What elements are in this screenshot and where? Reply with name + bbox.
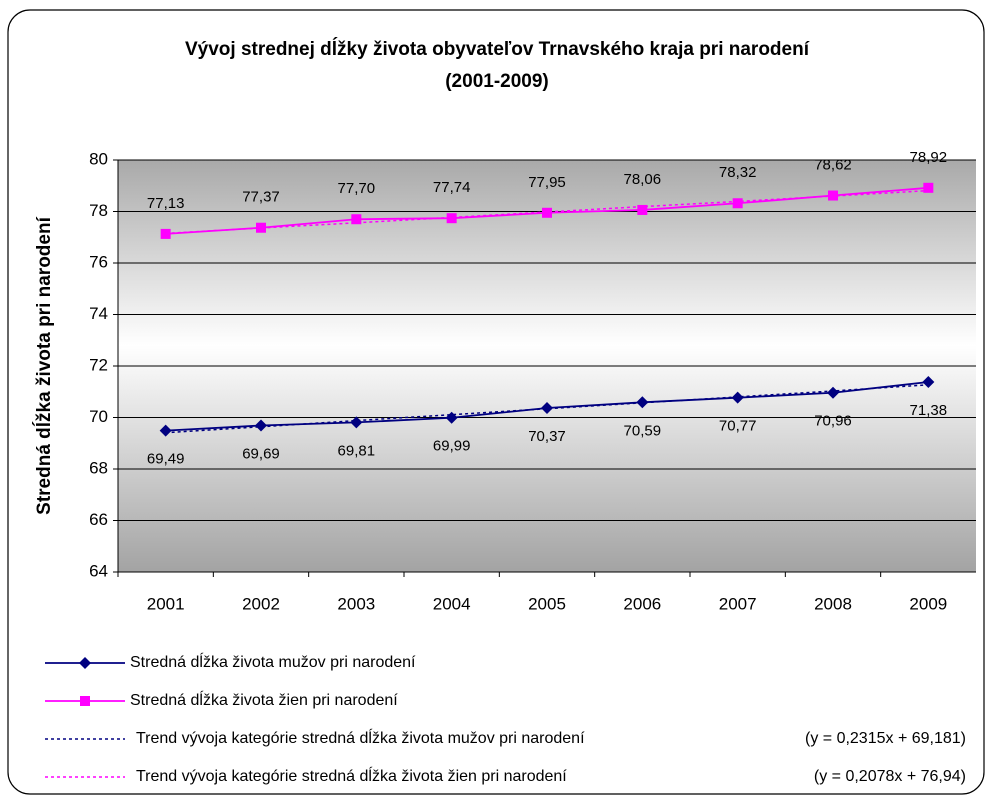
data-label: 77,74 [433, 179, 471, 196]
x-tick-label: 2008 [814, 594, 852, 613]
data-label: 69,49 [147, 451, 185, 468]
legend-label: Stredná dĺžka života mužov pri narodení [130, 652, 416, 671]
y-tick-label: 74 [89, 304, 108, 323]
marker [922, 375, 935, 388]
data-label: 70,96 [814, 413, 852, 430]
data-label: 69,99 [433, 438, 471, 455]
marker [732, 198, 743, 209]
x-tick-label: 2007 [719, 594, 757, 613]
data-label: 78,62 [814, 157, 852, 174]
marker [79, 657, 91, 669]
legend-label: Stredná dĺžka života žien pri narodení [130, 690, 398, 709]
marker [255, 419, 267, 432]
marker [542, 207, 552, 218]
y-tick-label: 76 [89, 252, 108, 271]
marker [445, 411, 458, 424]
data-label: 78,06 [624, 171, 662, 188]
data-label: 78,92 [910, 149, 948, 166]
marker [80, 696, 90, 706]
marker [636, 396, 649, 409]
x-tick-label: 2001 [147, 594, 185, 613]
y-tick-label: 70 [89, 407, 108, 426]
legend-equation: (y = 0,2078x + 76,94) [814, 768, 966, 785]
marker [160, 228, 171, 239]
marker [351, 214, 362, 225]
y-tick-label: 80 [89, 149, 108, 168]
marker [541, 401, 553, 414]
marker [446, 213, 457, 224]
marker [923, 182, 934, 193]
legend-label: Trend vývoja kategórie stredná dĺžka živ… [136, 766, 567, 785]
x-tick-label: 2003 [337, 594, 375, 613]
data-label: 70,59 [624, 422, 662, 439]
y-tick-label: 64 [89, 561, 108, 580]
legend-label: Trend vývoja kategórie stredná dĺžka živ… [136, 728, 585, 747]
marker [256, 222, 266, 233]
chart-subtitle: (2001-2009) [445, 71, 549, 92]
chart-title: Vývoj strednej dĺžky života obyvateľov T… [185, 38, 810, 60]
data-label: 71,38 [910, 402, 948, 419]
data-label: 69,69 [242, 445, 280, 462]
legend-equation: (y = 0,2315x + 69,181) [805, 730, 966, 747]
data-label: 69,81 [338, 442, 376, 459]
y-axis-label: Stredná dĺžka života pri narodení [33, 216, 55, 514]
y-tick-label: 68 [89, 458, 108, 477]
data-label: 77,95 [528, 174, 566, 191]
data-label: 77,70 [338, 180, 376, 197]
x-tick-label: 2006 [623, 594, 661, 613]
data-label: 78,32 [719, 164, 757, 181]
marker [637, 204, 648, 215]
x-tick-label: 2005 [528, 594, 566, 613]
x-tick-label: 2009 [909, 594, 947, 613]
y-tick-label: 66 [89, 510, 108, 529]
x-tick-label: 2004 [433, 594, 471, 613]
data-label: 70,77 [719, 418, 757, 435]
marker [159, 424, 172, 437]
data-label: 70,37 [528, 428, 566, 445]
marker [731, 391, 744, 404]
marker [350, 416, 363, 429]
x-tick-label: 2002 [242, 594, 280, 613]
data-label: 77,37 [242, 189, 280, 206]
marker [828, 190, 838, 201]
y-tick-label: 72 [89, 355, 108, 374]
y-tick-label: 78 [89, 201, 108, 220]
marker [827, 386, 839, 399]
data-label: 77,13 [147, 195, 185, 212]
